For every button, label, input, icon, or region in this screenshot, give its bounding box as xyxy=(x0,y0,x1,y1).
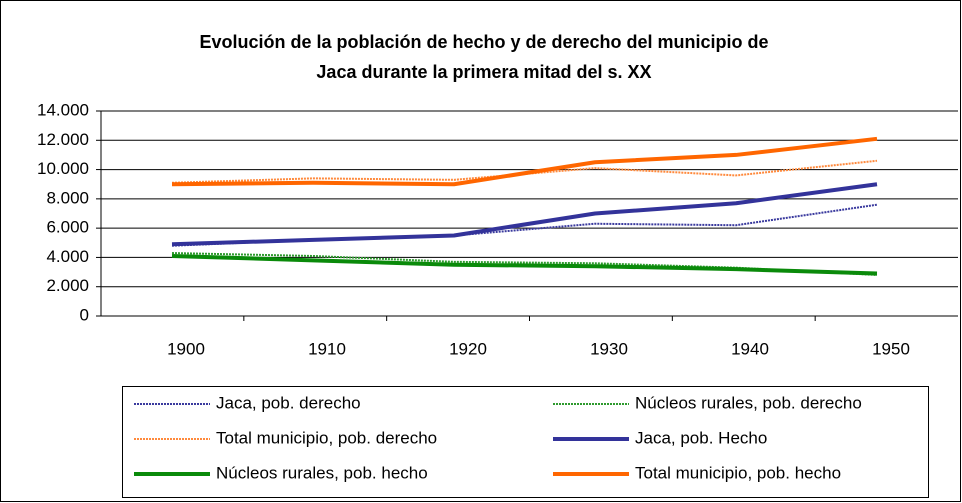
series-line xyxy=(171,136,878,187)
x-tick-label: 1900 xyxy=(167,339,205,358)
y-tick-label: 2.000 xyxy=(46,276,89,295)
legend-label: Núcleos rurales, pob. hecho xyxy=(216,463,428,482)
legend-label: Jaca, pob. Hecho xyxy=(635,428,767,447)
y-tick-label: 14.000 xyxy=(37,100,89,119)
y-tick-label: 12.000 xyxy=(37,130,89,149)
legend-box xyxy=(122,386,929,498)
y-tick-label: 6.000 xyxy=(46,218,89,237)
legend-label: Total municipio, pob. derecho xyxy=(216,428,437,447)
y-tick-label: 8.000 xyxy=(46,188,89,207)
x-tick-label: 1910 xyxy=(308,339,346,358)
chart-title: Evolución de la población de hecho y de … xyxy=(199,32,768,52)
y-tick-label: 4.000 xyxy=(46,247,89,266)
x-tick-label: 1930 xyxy=(590,339,628,358)
legend-label: Total municipio, pob. hecho xyxy=(635,463,841,482)
x-tick-label: 1950 xyxy=(872,339,910,358)
legend-label: Núcleos rurales, pob. derecho xyxy=(635,393,862,412)
chart-title: Jaca durante la primera mitad del s. XX xyxy=(316,62,651,82)
x-tick-label: 1940 xyxy=(731,339,769,358)
y-tick-label: 0 xyxy=(80,305,89,324)
series-line xyxy=(171,253,878,276)
series-line xyxy=(171,182,878,247)
legend-label: Jaca, pob. derecho xyxy=(216,393,361,412)
x-tick-label: 1920 xyxy=(449,339,487,358)
series-line xyxy=(171,252,878,276)
y-tick-label: 10.000 xyxy=(37,159,89,178)
